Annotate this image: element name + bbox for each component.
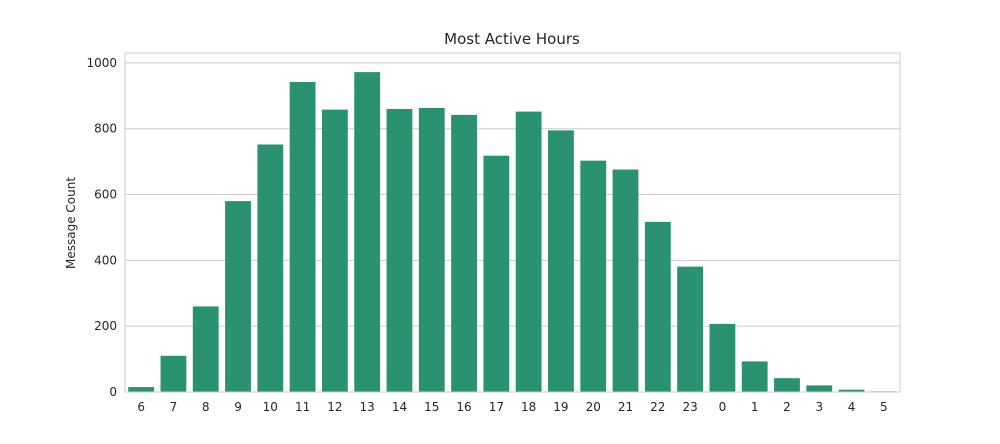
x-tick-label: 14 bbox=[392, 400, 407, 414]
bar-hour-12 bbox=[321, 109, 348, 392]
bar-hour-19 bbox=[548, 130, 574, 392]
x-tick-label: 22 bbox=[650, 400, 665, 414]
plot-border bbox=[124, 52, 901, 393]
y-axis-title: Message Count bbox=[64, 177, 78, 269]
x-tick-label: 18 bbox=[521, 400, 536, 414]
bar-hour-18 bbox=[515, 111, 542, 392]
x-tick-label: 13 bbox=[360, 400, 375, 414]
y-tick-label: 0 bbox=[109, 385, 117, 399]
x-tick-label: 15 bbox=[424, 400, 439, 414]
bar-hour-16 bbox=[451, 114, 477, 392]
y-tick-label: 200 bbox=[94, 319, 117, 333]
bar-hour-21 bbox=[612, 169, 639, 392]
bar-hour-13 bbox=[354, 72, 381, 392]
x-tick-label: 8 bbox=[202, 400, 210, 414]
bar-hour-17 bbox=[483, 155, 510, 392]
x-tick-label: 6 bbox=[137, 400, 145, 414]
bar-hour-2 bbox=[774, 378, 800, 392]
bar-hour-0 bbox=[709, 323, 736, 392]
x-tick-label: 2 bbox=[783, 400, 791, 414]
bar-hour-15 bbox=[418, 107, 445, 392]
x-tick-label: 10 bbox=[263, 400, 278, 414]
y-tick-label: 800 bbox=[94, 122, 117, 136]
bar-hour-4 bbox=[838, 389, 865, 392]
bar-hour-23 bbox=[677, 266, 704, 392]
bar-hour-9 bbox=[225, 201, 251, 392]
x-tick-label: 0 bbox=[719, 400, 727, 414]
y-tick-label: 400 bbox=[94, 253, 117, 267]
x-tick-label: 12 bbox=[327, 400, 342, 414]
y-tick-label: 1000 bbox=[86, 56, 117, 70]
x-tick-label: 23 bbox=[682, 400, 697, 414]
bars bbox=[128, 72, 897, 393]
x-tick-label: 3 bbox=[815, 400, 823, 414]
x-tick-label: 4 bbox=[848, 400, 856, 414]
x-tick-label: 11 bbox=[295, 400, 310, 414]
bar-hour-10 bbox=[257, 144, 284, 392]
x-tick-label: 5 bbox=[880, 400, 888, 414]
plot-frame bbox=[124, 52, 901, 393]
bar-hour-11 bbox=[289, 81, 316, 392]
chart-title: Most Active Hours bbox=[444, 30, 580, 48]
bar-hour-7 bbox=[160, 355, 187, 392]
x-tick-label: 17 bbox=[489, 400, 504, 414]
bar-hour-8 bbox=[192, 306, 219, 392]
x-tick-label: 16 bbox=[456, 400, 471, 414]
bar-hour-3 bbox=[806, 385, 833, 392]
x-tick-label: 20 bbox=[586, 400, 601, 414]
y-tick-label: 600 bbox=[94, 188, 117, 202]
bar-hour-22 bbox=[644, 221, 671, 392]
x-tick-labels: 6 7 8 9 10 11 12 13 14 15 16 17 18 19 20 21 22 23 0 1 2 3 4 5 bbox=[137, 400, 887, 414]
bar-hour-20 bbox=[580, 160, 607, 392]
x-tick-label: 21 bbox=[618, 400, 633, 414]
bar-hour-6 bbox=[128, 387, 155, 392]
x-tick-label: 9 bbox=[234, 400, 242, 414]
x-tick-label: 7 bbox=[170, 400, 178, 414]
y-tick-labels: 0 200 400 600 800 1000 bbox=[86, 56, 117, 399]
x-tick-label: 1 bbox=[751, 400, 759, 414]
x-tick-label: 19 bbox=[553, 400, 568, 414]
bar-hour-1 bbox=[741, 361, 768, 392]
bar-hour-14 bbox=[386, 108, 413, 393]
